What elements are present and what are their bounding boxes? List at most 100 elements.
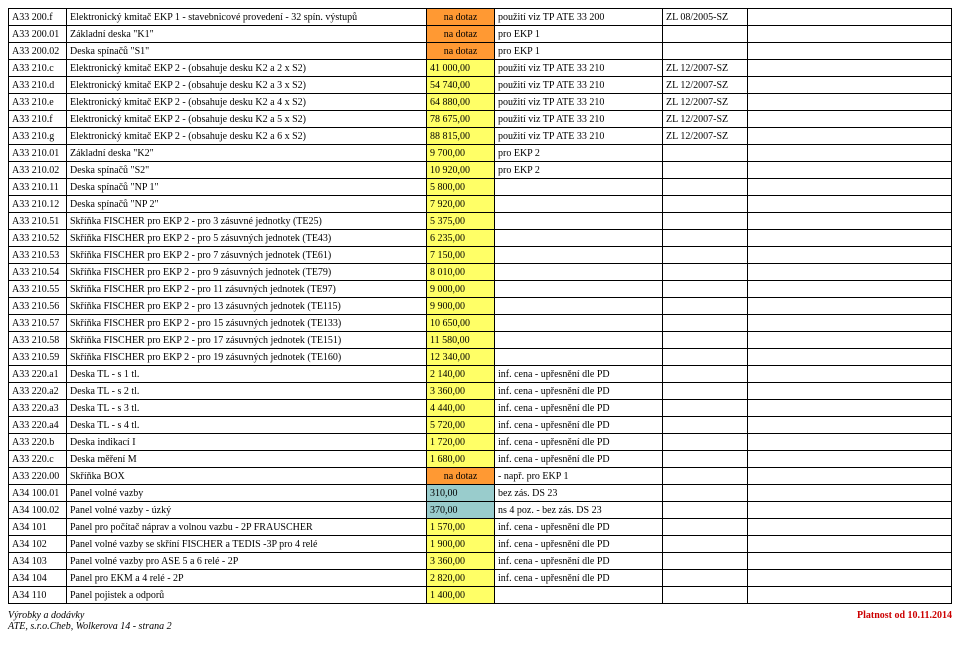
cell-zl — [663, 43, 748, 60]
cell-zl — [663, 570, 748, 587]
cell-empty — [748, 315, 952, 332]
cell-price: na dotaz — [427, 26, 495, 43]
cell-desc: Základní deska "K2" — [67, 145, 427, 162]
cell-code: A33 210.53 — [9, 247, 67, 264]
cell-code: A34 100.01 — [9, 485, 67, 502]
cell-code: A34 101 — [9, 519, 67, 536]
cell-code: A33 220.a4 — [9, 417, 67, 434]
cell-desc: Skříňka FISCHER pro EKP 2 - pro 13 zásuv… — [67, 298, 427, 315]
cell-price: 370,00 — [427, 502, 495, 519]
cell-note: použití viz TP ATE 33 210 — [495, 77, 663, 94]
cell-code: A33 210.55 — [9, 281, 67, 298]
cell-zl — [663, 502, 748, 519]
cell-note — [495, 281, 663, 298]
cell-zl: ZL 12/2007-SZ — [663, 60, 748, 77]
cell-code: A33 200.02 — [9, 43, 67, 60]
cell-desc: Elektronický kmitač EKP 2 - (obsahuje de… — [67, 60, 427, 77]
cell-zl — [663, 485, 748, 502]
cell-note: inf. cena - upřesnění dle PD — [495, 536, 663, 553]
cell-empty — [748, 145, 952, 162]
table-row: A33 210.01Základní deska "K2"9 700,00pro… — [9, 145, 952, 162]
cell-zl — [663, 519, 748, 536]
cell-price: 1 900,00 — [427, 536, 495, 553]
cell-code: A33 200.01 — [9, 26, 67, 43]
table-row: A33 210.59Skříňka FISCHER pro EKP 2 - pr… — [9, 349, 952, 366]
cell-empty — [748, 213, 952, 230]
cell-desc: Skříňka BOX — [67, 468, 427, 485]
cell-note: použití viz TP ATE 33 210 — [495, 128, 663, 145]
cell-note — [495, 230, 663, 247]
cell-price: 6 235,00 — [427, 230, 495, 247]
cell-zl — [663, 383, 748, 400]
cell-zl — [663, 281, 748, 298]
cell-price: 10 650,00 — [427, 315, 495, 332]
cell-empty — [748, 196, 952, 213]
cell-desc: Deska TL - s 2 tl. — [67, 383, 427, 400]
cell-price: 1 680,00 — [427, 451, 495, 468]
cell-desc: Deska TL - s 3 tl. — [67, 400, 427, 417]
cell-note — [495, 349, 663, 366]
cell-empty — [748, 485, 952, 502]
cell-note: bez zás. DS 23 — [495, 485, 663, 502]
cell-desc: Deska spínačů "NP 1" — [67, 179, 427, 196]
cell-price: na dotaz — [427, 468, 495, 485]
cell-price: 310,00 — [427, 485, 495, 502]
table-row: A33 220.a1Deska TL - s 1 tl.2 140,00inf.… — [9, 366, 952, 383]
cell-note: inf. cena - upřesnění dle PD — [495, 519, 663, 536]
table-row: A33 210.02Deska spínačů "S2"10 920,00pro… — [9, 162, 952, 179]
cell-empty — [748, 451, 952, 468]
cell-price: 2 140,00 — [427, 366, 495, 383]
cell-zl: ZL 12/2007-SZ — [663, 128, 748, 145]
cell-code: A33 220.c — [9, 451, 67, 468]
cell-code: A33 210.d — [9, 77, 67, 94]
cell-price: 12 340,00 — [427, 349, 495, 366]
cell-empty — [748, 26, 952, 43]
table-row: A33 210.dElektronický kmitač EKP 2 - (ob… — [9, 77, 952, 94]
cell-empty — [748, 77, 952, 94]
table-row: A33 200.02Deska spínačů "S1"na dotazpro … — [9, 43, 952, 60]
cell-note: pro EKP 2 — [495, 145, 663, 162]
cell-note — [495, 298, 663, 315]
cell-zl — [663, 451, 748, 468]
cell-desc: Deska spínačů "S2" — [67, 162, 427, 179]
cell-empty — [748, 298, 952, 315]
table-row: A33 220.bDeska indikací I1 720,00inf. ce… — [9, 434, 952, 451]
cell-code: A33 220.a3 — [9, 400, 67, 417]
cell-desc: Skříňka FISCHER pro EKP 2 - pro 9 zásuvn… — [67, 264, 427, 281]
cell-zl — [663, 179, 748, 196]
table-row: A34 102Panel volné vazby se skříní FISCH… — [9, 536, 952, 553]
table-row: A34 110Panel pojistek a odporů1 400,00 — [9, 587, 952, 604]
cell-note: inf. cena - upřesnění dle PD — [495, 451, 663, 468]
cell-note — [495, 264, 663, 281]
cell-empty — [748, 468, 952, 485]
table-row: A33 220.a3Deska TL - s 3 tl.4 440,00inf.… — [9, 400, 952, 417]
cell-zl — [663, 247, 748, 264]
cell-zl — [663, 332, 748, 349]
cell-desc: Panel volné vazby se skříní FISCHER a TE… — [67, 536, 427, 553]
cell-empty — [748, 383, 952, 400]
table-row: A33 220.a4Deska TL - s 4 tl.5 720,00inf.… — [9, 417, 952, 434]
cell-code: A33 210.57 — [9, 315, 67, 332]
cell-code: A33 220.00 — [9, 468, 67, 485]
cell-zl — [663, 145, 748, 162]
cell-desc: Deska měření M — [67, 451, 427, 468]
cell-desc: Deska TL - s 1 tl. — [67, 366, 427, 383]
cell-zl — [663, 298, 748, 315]
cell-note: inf. cena - upřesnění dle PD — [495, 570, 663, 587]
cell-note: použití viz TP ATE 33 210 — [495, 94, 663, 111]
cell-zl — [663, 400, 748, 417]
table-row: A33 210.58Skříňka FISCHER pro EKP 2 - pr… — [9, 332, 952, 349]
cell-desc: Panel volné vazby pro ASE 5 a 6 relé - 2… — [67, 553, 427, 570]
cell-empty — [748, 570, 952, 587]
cell-price: 9 700,00 — [427, 145, 495, 162]
cell-empty — [748, 43, 952, 60]
cell-price: 7 150,00 — [427, 247, 495, 264]
table-row: A33 210.56Skříňka FISCHER pro EKP 2 - pr… — [9, 298, 952, 315]
cell-desc: Elektronický kmitač EKP 2 - (obsahuje de… — [67, 94, 427, 111]
cell-empty — [748, 9, 952, 26]
cell-note: inf. cena - upřesnění dle PD — [495, 434, 663, 451]
cell-desc: Panel pojistek a odporů — [67, 587, 427, 604]
cell-zl — [663, 162, 748, 179]
cell-desc: Skříňka FISCHER pro EKP 2 - pro 17 zásuv… — [67, 332, 427, 349]
cell-desc: Panel pro EKM a 4 relé - 2P — [67, 570, 427, 587]
